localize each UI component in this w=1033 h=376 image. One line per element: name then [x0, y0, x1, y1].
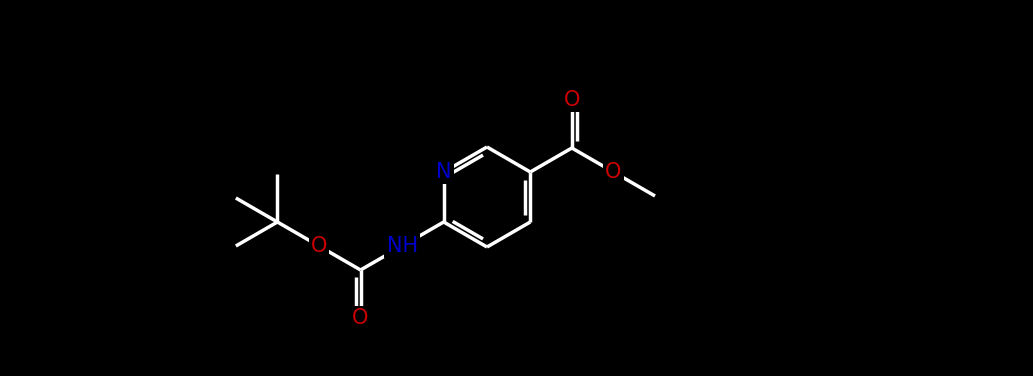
Text: O: O [564, 90, 581, 110]
Text: O: O [605, 162, 622, 182]
Text: O: O [311, 236, 327, 256]
Text: O: O [352, 308, 369, 328]
Text: NH: NH [386, 236, 417, 256]
Text: N: N [436, 162, 451, 182]
